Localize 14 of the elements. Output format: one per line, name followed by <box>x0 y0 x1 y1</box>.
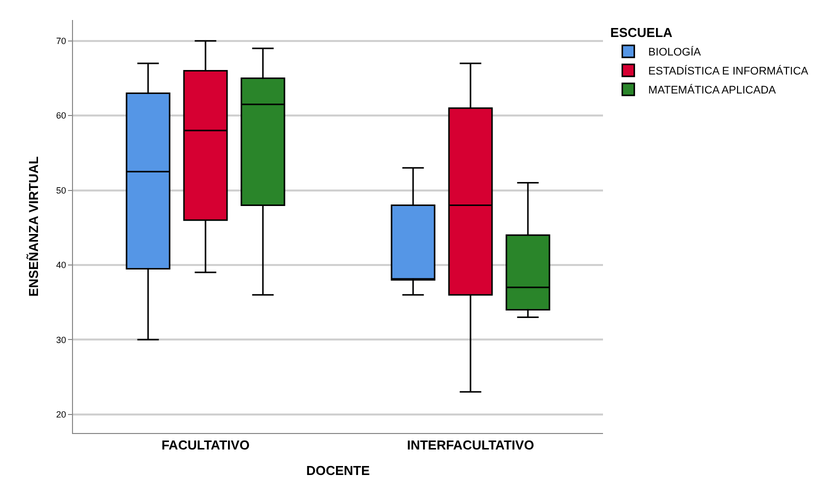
y-tick-label: 50 <box>56 185 66 196</box>
y-axis-title: ENSEÑANZA VIRTUAL <box>26 156 42 297</box>
y-tick-label: 40 <box>56 260 66 270</box>
legend-label: ESTADÍSTICA E INFORMÁTICA <box>648 64 809 78</box>
y-tick-label: 60 <box>56 110 66 121</box>
x-axis-title: DOCENTE <box>306 463 370 478</box>
legend-label: BIOLOGÍA <box>648 46 702 59</box>
x-tick-label: INTERFACULTATIVO <box>406 438 534 453</box>
legend-label: MATEMÁTICA APLICADA <box>648 84 777 97</box>
y-tick-label: 30 <box>56 334 66 345</box>
y-tick-label: 20 <box>56 409 66 420</box>
x-tick-label: FACULTATIVO <box>161 438 250 453</box>
legend-title: ESCUELA <box>610 24 674 40</box>
y-tick-label: 70 <box>56 36 66 46</box>
